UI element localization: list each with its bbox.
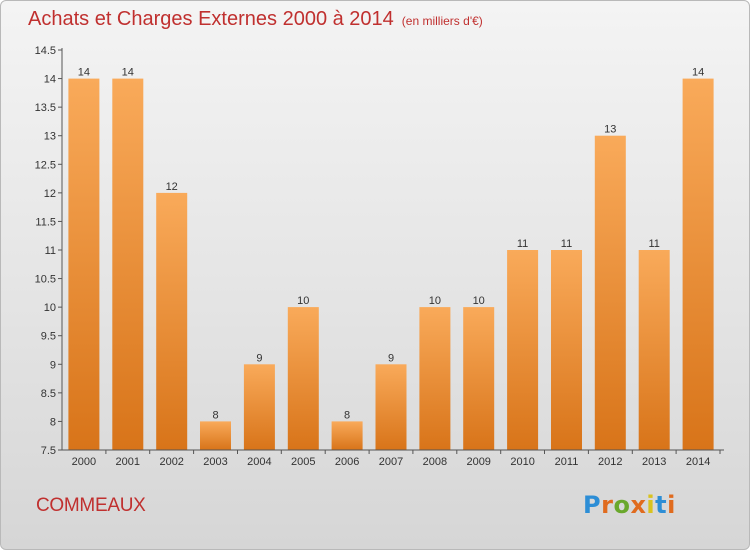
data-label-2012: 13 [604, 124, 616, 136]
data-label-2010: 11 [517, 238, 528, 250]
x-tick-label: 2002 [159, 456, 183, 468]
bar-2008 [419, 307, 451, 450]
y-tick-label: 9.5 [41, 331, 56, 343]
data-label-2002: 12 [166, 181, 178, 193]
x-tick-label: 2003 [203, 456, 227, 468]
data-label-2006: 8 [344, 409, 350, 421]
y-tick-label: 11 [45, 245, 56, 257]
x-tick-label: 2001 [116, 456, 140, 468]
bar-2012 [594, 135, 626, 450]
bar-2006 [331, 421, 363, 450]
axes-group: 2000 2001 2002 2003 2004 2005 2006 2007 2008 2009… [35, 45, 724, 468]
bar-2001 [112, 78, 144, 450]
logo-letter: x [630, 491, 647, 519]
x-tick-label: 2006 [335, 456, 359, 468]
x-tick-label: 2011 [555, 456, 579, 468]
bar-2014 [682, 78, 714, 450]
data-label-2013: 11 [648, 238, 659, 250]
data-label-2001: 14 [122, 67, 134, 79]
y-tick-label: 10 [44, 302, 56, 314]
bar-2003 [200, 421, 231, 450]
y-tick-label: 13.5 [35, 102, 56, 114]
data-label-2003: 8 [212, 409, 218, 421]
logo-letter: i [667, 491, 676, 519]
logo-letter: t [655, 491, 668, 519]
x-tick-label: 2010 [510, 456, 534, 468]
bar-2013 [638, 250, 670, 450]
bar-2005 [287, 307, 319, 450]
y-tick-label: 13 [44, 131, 56, 143]
logo-letter: r [601, 491, 614, 519]
y-tick-label: 14 [44, 74, 56, 86]
logo-letter: o [613, 491, 631, 519]
y-tick-label: 11.5 [35, 216, 56, 228]
data-label-2007: 9 [388, 352, 394, 364]
y-tick-label: 10.5 [35, 274, 56, 286]
bar-2002 [156, 192, 188, 450]
logo-letter: i [646, 491, 656, 519]
proxiti-logo[interactable]: Proxiti [583, 491, 676, 519]
x-tick-label: 2012 [598, 456, 622, 468]
data-label-2009: 10 [473, 295, 485, 307]
x-tick-label: 2013 [642, 456, 666, 468]
y-tick-label: 12 [44, 188, 56, 200]
chart-title-text: Achats et Charges Externes 2000 à 2014 [28, 8, 394, 30]
data-label-2004: 9 [256, 352, 262, 364]
x-tick-label: 2009 [466, 456, 490, 468]
y-tick-label: 14.5 [35, 45, 56, 57]
bar-2007 [375, 364, 407, 450]
bar-2011 [551, 250, 582, 450]
x-tick-label: 2007 [379, 456, 403, 468]
bar-2004 [243, 364, 275, 450]
bar-2009 [463, 307, 495, 450]
x-tick-label: 2004 [247, 456, 271, 468]
x-tick-label: 2005 [291, 456, 315, 468]
x-tick-label: 2008 [423, 456, 447, 468]
commune-name: COMMEAUX [36, 495, 146, 516]
y-tick-label: 7.5 [41, 445, 56, 457]
bars-group: 14 14 12 8 9 10 8 9 10 10 11 11 13 11 14 [68, 67, 714, 450]
x-tick-label: 2014 [686, 456, 710, 468]
y-tick-label: 8.5 [41, 388, 56, 400]
logo-letter: P [583, 491, 602, 519]
y-tick-label: 8 [50, 416, 56, 428]
y-tick-label: 12.5 [35, 159, 56, 171]
chart-subtitle: (en milliers d'€) [401, 14, 483, 28]
chart-title: Achats et Charges Externes 2000 à 2014 (e… [28, 8, 483, 31]
data-label-2008: 10 [429, 295, 441, 307]
y-tick-label: 9 [50, 359, 56, 371]
data-label-2000: 14 [78, 67, 90, 79]
x-tick-label: 2000 [72, 456, 96, 468]
bar-2000 [68, 78, 100, 450]
bar-2010 [507, 250, 539, 450]
data-label-2014: 14 [692, 67, 704, 79]
data-label-2005: 10 [297, 295, 309, 307]
data-label-2011: 11 [561, 238, 572, 250]
